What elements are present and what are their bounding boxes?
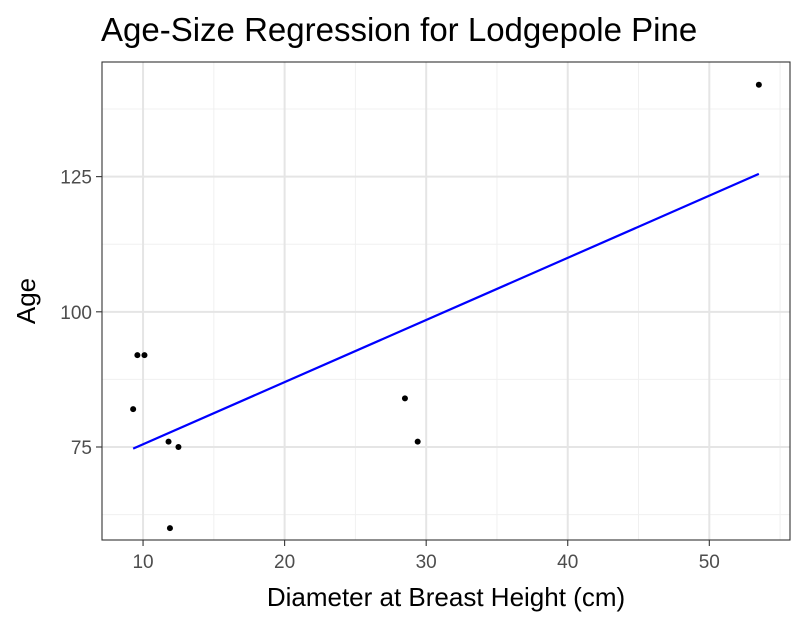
x-tick-label: 10	[132, 552, 153, 573]
data-point	[165, 438, 172, 445]
y-axis-title: Age	[11, 278, 41, 324]
panel-border	[101, 61, 791, 541]
data-point	[166, 525, 173, 532]
chart-title: Age-Size Regression for Lodgepole Pine	[101, 11, 697, 48]
y-tick-label: 75	[71, 438, 92, 459]
data-point	[401, 395, 408, 402]
y-tick-label: 100	[60, 303, 92, 324]
y-axis: 75 100 125	[60, 168, 102, 459]
minor-gridlines	[102, 62, 790, 540]
panel-background	[102, 62, 790, 540]
data-point	[414, 438, 421, 445]
regression-line	[132, 172, 760, 450]
x-tick-label: 20	[274, 552, 295, 573]
major-gridlines	[102, 62, 790, 540]
x-tick-label: 30	[416, 552, 437, 573]
data-point	[175, 443, 182, 450]
x-tick-label: 40	[557, 552, 578, 573]
data-point	[134, 352, 141, 359]
x-axis-title: Diameter at Breast Height (cm)	[267, 582, 625, 612]
data-point	[130, 406, 137, 413]
data-point	[141, 352, 148, 359]
data-point	[755, 81, 762, 88]
series-layer	[130, 81, 762, 532]
x-axis: 10 20 30 40 50	[132, 540, 720, 573]
plot-panel	[101, 61, 791, 541]
y-tick-label: 125	[60, 168, 92, 189]
x-tick-label: 50	[699, 552, 720, 573]
